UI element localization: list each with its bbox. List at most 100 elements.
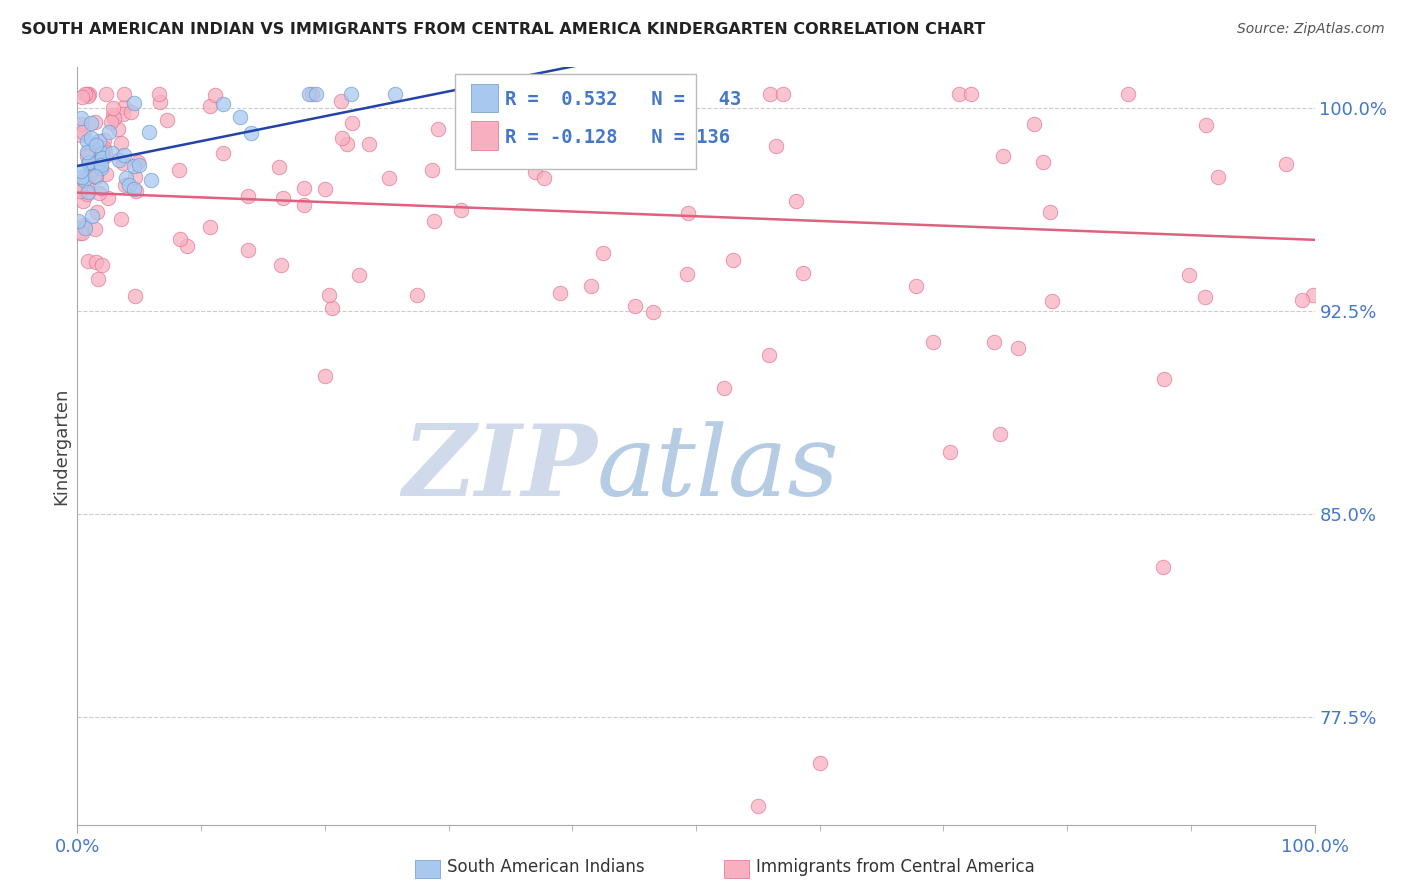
Text: R = -0.128   N = 136: R = -0.128 N = 136	[505, 128, 731, 146]
Point	[176, 239, 198, 253]
Point	[72, 125, 94, 139]
Point	[305, 87, 328, 101]
Point	[75, 176, 97, 190]
Point	[1007, 341, 1029, 355]
Point	[1291, 293, 1313, 307]
Point	[138, 125, 160, 139]
Point	[792, 266, 814, 280]
Point	[115, 171, 138, 186]
Point	[785, 194, 807, 208]
Point	[96, 191, 118, 205]
Point	[77, 254, 100, 268]
Point	[108, 153, 131, 167]
Point	[1194, 290, 1216, 304]
Point	[948, 87, 970, 101]
Point	[347, 268, 370, 283]
Point	[112, 100, 135, 114]
Point	[273, 191, 295, 205]
Point	[86, 205, 108, 219]
Point	[939, 445, 962, 459]
Point	[533, 170, 555, 185]
Point	[357, 136, 380, 151]
Point	[72, 194, 94, 208]
Point	[1177, 268, 1199, 282]
Point	[292, 197, 315, 211]
Point	[904, 278, 927, 293]
Point	[100, 115, 122, 129]
Point	[169, 231, 191, 245]
Point	[72, 173, 94, 187]
Point	[75, 221, 97, 235]
Point	[77, 185, 100, 199]
Point	[1152, 559, 1174, 574]
Point	[922, 334, 945, 349]
Point	[128, 158, 150, 172]
Point	[336, 137, 359, 152]
Point	[118, 178, 141, 192]
Point	[314, 182, 336, 196]
Point	[91, 152, 114, 166]
Point	[73, 87, 96, 101]
Point	[1032, 155, 1054, 169]
Point	[592, 246, 614, 260]
Point	[69, 184, 91, 198]
Point	[79, 156, 101, 170]
Point	[77, 169, 100, 184]
Point	[270, 258, 292, 272]
Point	[747, 799, 769, 814]
Point	[314, 369, 336, 384]
Point	[451, 134, 474, 148]
Point	[198, 99, 221, 113]
Point	[84, 170, 107, 185]
Point	[329, 94, 352, 108]
Point	[110, 211, 132, 226]
Point	[713, 381, 735, 395]
Point	[107, 122, 129, 136]
Point	[67, 214, 90, 228]
Point	[204, 87, 226, 102]
Point	[76, 148, 98, 162]
Point	[384, 87, 406, 101]
Point	[406, 288, 429, 302]
Point	[114, 178, 136, 192]
Text: Source: ZipAtlas.com: Source: ZipAtlas.com	[1237, 22, 1385, 37]
Point	[420, 163, 443, 178]
Point	[89, 134, 111, 148]
Point	[808, 756, 831, 770]
Point	[127, 155, 149, 169]
Point	[70, 226, 93, 240]
Point	[90, 145, 112, 160]
Point	[228, 110, 250, 124]
FancyBboxPatch shape	[454, 75, 696, 169]
Point	[94, 145, 117, 160]
Point	[70, 111, 93, 125]
Point	[83, 169, 105, 183]
Point	[1153, 371, 1175, 385]
Point	[79, 157, 101, 171]
Point	[993, 149, 1015, 163]
Point	[101, 145, 124, 160]
Point	[423, 214, 446, 228]
Point	[76, 156, 98, 170]
Bar	[471, 84, 498, 112]
Point	[988, 426, 1011, 441]
Point	[122, 159, 145, 173]
Point	[84, 254, 107, 268]
Point	[70, 128, 93, 143]
Point	[583, 87, 606, 101]
Point	[340, 116, 363, 130]
Point	[66, 181, 89, 195]
Point	[1039, 205, 1062, 219]
Point	[453, 87, 475, 101]
Text: R =  0.532   N =   43: R = 0.532 N = 43	[505, 90, 742, 110]
Point	[84, 222, 107, 236]
Point	[76, 87, 98, 101]
Point	[70, 90, 93, 104]
Point	[623, 299, 645, 313]
Point	[318, 288, 340, 302]
Point	[112, 147, 135, 161]
Point	[427, 122, 450, 136]
Point	[550, 285, 572, 300]
Point	[239, 126, 262, 140]
Point	[959, 87, 981, 101]
